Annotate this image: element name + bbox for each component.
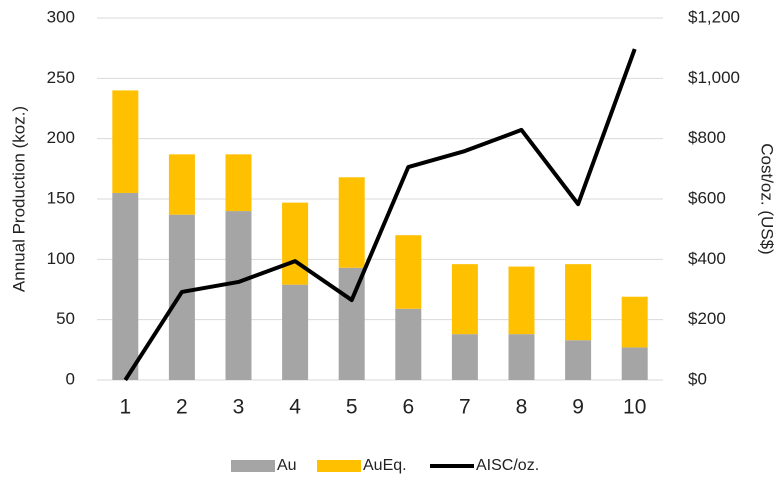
y-tick-label: 100 — [47, 249, 75, 268]
bar-segment — [451, 264, 478, 335]
legend-label: AISC/oz. — [476, 457, 539, 474]
legend-label: AuEq. — [363, 457, 407, 474]
y-tick-label: 0 — [66, 369, 75, 388]
bar-segment — [395, 235, 422, 309]
bar-segment — [225, 154, 252, 212]
y-axis-label: Annual Production (koz.) — [9, 106, 28, 292]
y2-tick-label: $0 — [688, 369, 707, 388]
y2-tick-label: $1,000 — [688, 68, 740, 87]
x-tick-label: 8 — [516, 396, 528, 419]
bar-segment — [282, 202, 309, 285]
x-tick-label: 7 — [459, 396, 471, 419]
y-tick-label: 150 — [47, 188, 75, 207]
y-tick-label: 250 — [47, 68, 75, 87]
bar-segment — [338, 267, 365, 380]
x-tick-label: 1 — [119, 396, 131, 419]
bar-segment — [168, 154, 195, 215]
y2-axis-label: Cost/oz. (US$) — [758, 143, 777, 254]
y2-tick-label: $400 — [688, 249, 726, 268]
x-tick-label: 2 — [176, 396, 188, 419]
bar-segment — [621, 347, 648, 380]
bar-segment — [168, 214, 195, 380]
bar-segment — [395, 308, 422, 380]
bar-segment — [621, 296, 648, 348]
bar-segment — [565, 264, 592, 341]
bar-segment — [508, 266, 535, 335]
bar-segment — [112, 192, 139, 380]
bar-segment — [112, 90, 139, 193]
legend: Au AuEq. AISC/oz. — [231, 457, 539, 474]
x-tick-label: 6 — [402, 396, 414, 419]
bar-segment — [338, 177, 365, 268]
legend-label: Au — [277, 457, 297, 474]
y2-tick-label: $600 — [688, 188, 726, 207]
bar-segment — [451, 334, 478, 380]
y2-tick-label: $200 — [688, 309, 726, 328]
legend-swatch — [317, 460, 361, 472]
x-tick-label: 3 — [233, 396, 245, 419]
bar-segment — [508, 334, 535, 380]
y-tick-label: 300 — [47, 7, 75, 26]
x-tick-label: 10 — [623, 396, 646, 419]
line — [123, 48, 637, 382]
x-tick-label: 9 — [572, 396, 584, 419]
y2-tick-label: $800 — [688, 128, 726, 147]
x-tick-label: 5 — [346, 396, 358, 419]
x-tick-label: 4 — [289, 396, 301, 419]
y-tick-label: 200 — [47, 128, 75, 147]
bar-segment — [225, 211, 252, 380]
y-tick-label: 50 — [56, 309, 75, 328]
bar-segment — [282, 284, 309, 380]
bar-segment — [565, 340, 592, 380]
legend-swatch — [231, 460, 275, 472]
y2-tick-label: $1,200 — [688, 7, 740, 26]
